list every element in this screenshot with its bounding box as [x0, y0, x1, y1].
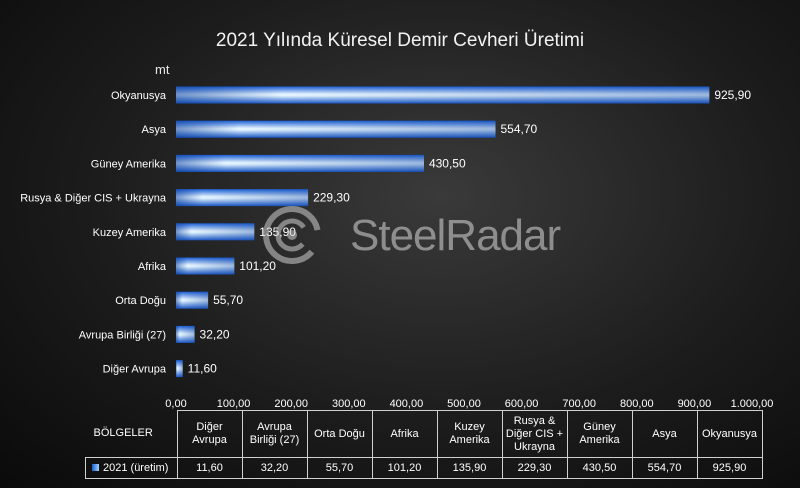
bar-shade	[176, 120, 496, 138]
category-label: Kuzey Amerika	[93, 227, 167, 239]
data-table-column-header-line: Amerika	[449, 434, 490, 446]
x-tick-label: 700,00	[562, 398, 596, 410]
category-label: Diğer Avrupa	[103, 364, 167, 376]
data-table-column-header: Kuzey Amerika	[436, 410, 503, 458]
bar-shade	[176, 154, 424, 172]
x-tick-label: 300,00	[332, 398, 366, 410]
data-label: 554,70	[501, 122, 538, 136]
category-label: Okyanusya	[111, 90, 167, 102]
category-label: Afrika	[138, 261, 167, 273]
category-label: Güney Amerika	[91, 158, 167, 170]
bar-shade	[176, 257, 235, 275]
watermark-text: SteelRadar	[350, 211, 561, 260]
data-table-value: 11,60	[176, 457, 243, 479]
data-table-column-header-line: Güney	[583, 421, 616, 433]
data-table-column-header-line: Amerika	[579, 434, 620, 446]
x-tick-label: 1.000,00	[731, 398, 774, 410]
data-label: 229,30	[313, 191, 350, 205]
bar-shade	[176, 360, 183, 378]
data-table-value: 430,50	[566, 457, 633, 479]
data-label: 925,90	[714, 88, 751, 102]
steelradar-watermark: SteelRadar	[258, 205, 578, 269]
data-table-value: 229,30	[501, 457, 568, 479]
data-label: 55,70	[213, 293, 243, 307]
radar-logo-icon	[263, 206, 321, 264]
category-label: Rusya & Diğer CIS + Ukrayna	[20, 193, 167, 205]
x-tick-label: 500,00	[447, 398, 481, 410]
data-table-column-header: Güney Amerika	[566, 410, 633, 458]
data-table-value: 55,70	[306, 457, 373, 479]
data-label: 430,50	[429, 156, 466, 170]
data-table-column-header: Orta Doğu	[306, 410, 373, 458]
data-table-value: 925,90	[696, 457, 763, 479]
data-table-column-header-line: Avrupa	[192, 434, 227, 446]
unit-label: mt	[155, 62, 170, 77]
data-table-column-header: Okyanusya	[696, 410, 763, 458]
data-table-header-label: BÖLGELER	[93, 427, 153, 440]
x-tick-label: 800,00	[620, 398, 654, 410]
legend-swatch	[92, 464, 99, 472]
data-table-column-header-line: Okyanusya	[701, 427, 758, 440]
bar-shade	[176, 325, 195, 343]
data-label: 101,20	[239, 259, 276, 273]
x-tick-label: 400,00	[390, 398, 424, 410]
data-table-column-header-line: Diğer CIS +	[505, 427, 564, 440]
data-table-value: 554,70	[631, 457, 698, 479]
x-tick-label: 900,00	[678, 398, 712, 410]
data-table-column-header-line: Avrupa	[257, 421, 292, 433]
data-table-column-header-line: Ukrayna	[514, 440, 555, 453]
category-label: Avrupa Birliği (27)	[79, 329, 166, 341]
bar-shade	[176, 189, 309, 207]
data-label: 11,60	[188, 362, 217, 376]
chart-title: 2021 Yılında Küresel Demir Cevheri Üreti…	[215, 30, 585, 51]
data-table-column-header: Diğer Avrupa	[176, 410, 243, 458]
data-table-column-header: Asya	[631, 410, 698, 458]
data-table-column-header-line: Asya	[652, 427, 677, 440]
data-table-column-header: Avrupa Birliği (27)	[241, 410, 308, 458]
legend-label: 2021 (üretim)	[103, 461, 169, 474]
data-table-column-header-line: Diğer	[196, 421, 223, 433]
data-table-column-header: Afrika	[371, 410, 438, 458]
bar-shade	[176, 86, 710, 104]
x-tick-label: 0,00	[165, 398, 186, 410]
data-table-column-header-line: Rusya &	[513, 414, 556, 427]
data-table-column-header: Rusya & Diğer CIS + Ukrayna	[501, 410, 568, 458]
category-label: Orta Doğu	[115, 295, 166, 307]
x-tick-label: 600,00	[505, 398, 539, 410]
data-label: 32,20	[200, 327, 230, 341]
data-table-column-header-line: Afrika	[390, 427, 419, 440]
data-table-column-header-line: Kuzey	[454, 421, 485, 433]
data-table-value: 135,90	[436, 457, 503, 479]
data-table-value: 101,20	[371, 457, 438, 479]
x-tick-label: 100,00	[217, 398, 251, 410]
category-label: Asya	[142, 124, 167, 136]
data-table: BÖLGELER Diğer Avrupa Avrupa Birliği (27) Or…	[85, 410, 763, 479]
bar-shade	[176, 223, 255, 241]
data-table-column-header-line: Orta Doğu	[314, 427, 365, 440]
data-table-row-label: 2021 (üretim)	[85, 457, 178, 479]
data-table-column-header-line: Birliği (27)	[249, 434, 300, 446]
bar-shade	[176, 291, 209, 309]
x-tick-label: 200,00	[274, 398, 308, 410]
data-table-value: 32,20	[241, 457, 308, 479]
